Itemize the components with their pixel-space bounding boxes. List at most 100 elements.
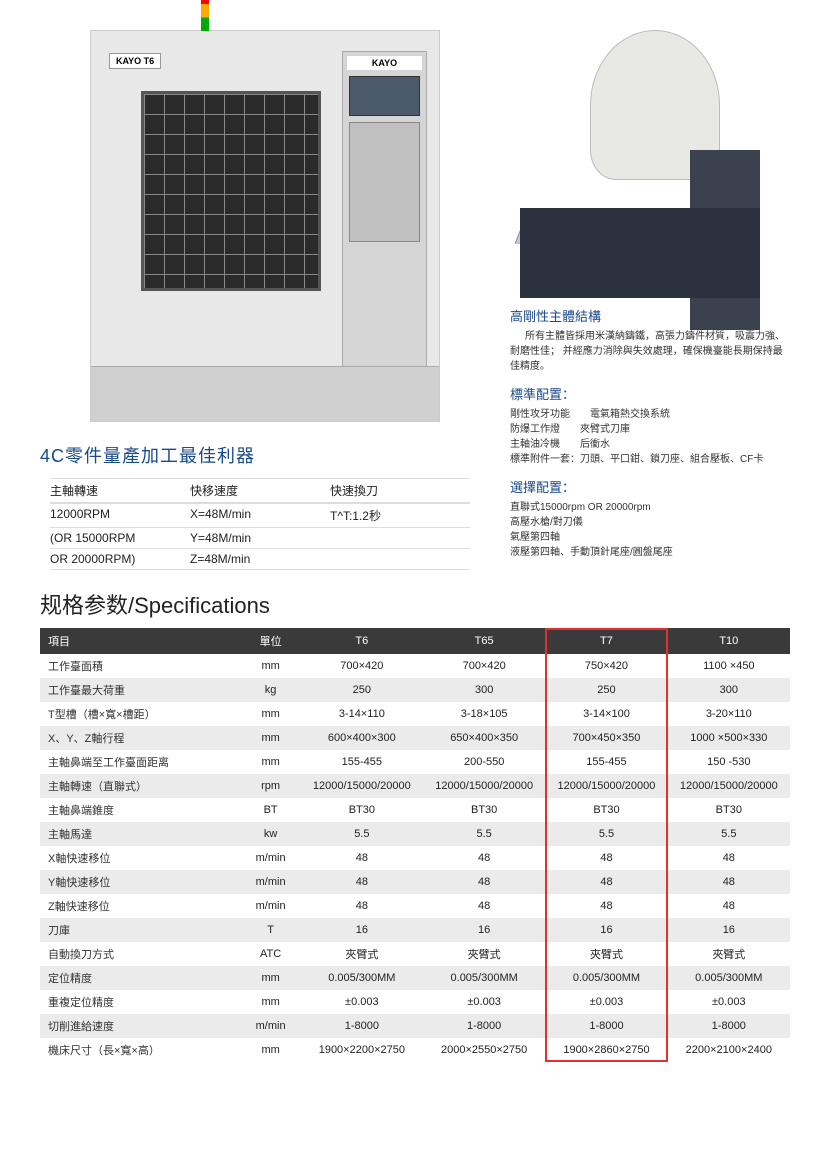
table-cell: 0.005/300MM xyxy=(545,966,667,990)
table-cell: 300 xyxy=(423,678,545,702)
table-row: 主軸轉速（直聯式）rpm12000/15000/2000012000/15000… xyxy=(40,774,790,798)
table-cell: kw xyxy=(241,822,301,846)
quick-specs-row: OR 20000RPM)Z=48M/min xyxy=(50,549,470,570)
table-cell: 300 xyxy=(668,678,790,702)
table-cell: 16 xyxy=(301,918,423,942)
table-row: Y軸快速移位m/min48484848 xyxy=(40,870,790,894)
description-line: 液壓第四軸、手動頂針尾座/圓盤尾座 xyxy=(510,545,790,560)
quick-specs-cell: Y=48M/min xyxy=(190,531,330,545)
table-cell: 12000/15000/20000 xyxy=(423,774,545,798)
table-cell: mm xyxy=(241,750,301,774)
product-title: 4C零件量產加工最佳利器 xyxy=(40,442,470,468)
description-line: 高壓水槍/對刀儀 xyxy=(510,515,790,530)
table-row: 刀庫T16161616 xyxy=(40,918,790,942)
table-cell: mm xyxy=(241,702,301,726)
table-cell: 200-550 xyxy=(423,750,545,774)
left-column: KAYO T6 KAYO 4C零件量產加工最佳利器 主軸轉速 快移速度 快速換刀… xyxy=(40,30,470,570)
table-cell: 定位精度 xyxy=(40,966,241,990)
right-column: 高剛性主體結構所有主體皆採用米漢納鑄鐵，高張力鑄件材質，吸震力強、耐磨性佳； 并… xyxy=(510,30,790,570)
table-cell: 48 xyxy=(668,846,790,870)
quick-specs-cell: X=48M/min xyxy=(190,507,330,524)
table-cell: 48 xyxy=(668,894,790,918)
table-cell: 650×400×350 xyxy=(423,726,545,750)
quick-specs-row: (OR 15000RPMY=48M/min xyxy=(50,528,470,549)
table-cell: m/min xyxy=(241,870,301,894)
table-cell: 155-455 xyxy=(545,750,667,774)
table-row: X軸快速移位m/min48484848 xyxy=(40,846,790,870)
table-cell: 48 xyxy=(301,870,423,894)
table-row: 切削進給速度m/min1-80001-80001-80001-8000 xyxy=(40,1014,790,1038)
table-cell: 3-18×105 xyxy=(423,702,545,726)
table-cell: kg xyxy=(241,678,301,702)
description-line: 剛性攻牙功能 電氣箱熱交換系統 xyxy=(510,407,790,422)
door-window xyxy=(141,91,321,291)
control-buttons xyxy=(349,122,420,242)
table-cell: 600×400×300 xyxy=(301,726,423,750)
machine-open-image xyxy=(510,30,780,298)
table-cell: 工作臺最大荷重 xyxy=(40,678,241,702)
table-cell: 12000/15000/20000 xyxy=(301,774,423,798)
description-block: 選擇配置：直聯式15000rpm OR 20000rpm高壓水槍/對刀儀氣壓第四… xyxy=(510,477,790,560)
table-cell: 1000 ×500×330 xyxy=(668,726,790,750)
description-line: 防爆工作燈 夾臂式刀庫 xyxy=(510,422,790,437)
table-cell: 5.5 xyxy=(423,822,545,846)
table-cell: 1-8000 xyxy=(423,1014,545,1038)
specifications-heading: 规格参数/Specifications xyxy=(40,588,790,620)
table-row: 自動換刀方式ATC夾臂式夾臂式夾臂式夾臂式 xyxy=(40,942,790,966)
quick-specs-cell: T^T:1.2秒 xyxy=(330,507,470,524)
table-cell: 12000/15000/20000 xyxy=(545,774,667,798)
table-cell: 主軸馬達 xyxy=(40,822,241,846)
table-cell: 48 xyxy=(545,894,667,918)
table-row: 重複定位精度mm±0.003±0.003±0.003±0.003 xyxy=(40,990,790,1014)
table-cell: 16 xyxy=(423,918,545,942)
table-cell: 1900×2200×2750 xyxy=(301,1038,423,1062)
machine-enclosed-image: KAYO T6 KAYO xyxy=(90,30,440,422)
table-row: Z軸快速移位m/min48484848 xyxy=(40,894,790,918)
table-row: T型槽（槽×寬×槽距）mm3-14×1103-18×1053-14×1003-2… xyxy=(40,702,790,726)
table-cell: 切削進給速度 xyxy=(40,1014,241,1038)
table-cell: 0.005/300MM xyxy=(301,966,423,990)
table-row: X、Y、Z軸行程mm600×400×300650×400×350700×450×… xyxy=(40,726,790,750)
machine-model-label: KAYO T6 xyxy=(109,53,161,69)
control-panel: KAYO xyxy=(342,51,427,391)
table-cell: 2000×2550×2750 xyxy=(423,1038,545,1062)
table-cell: BT30 xyxy=(301,798,423,822)
table-cell: ±0.003 xyxy=(301,990,423,1014)
description-line: 直聯式15000rpm OR 20000rpm xyxy=(510,500,790,515)
table-cell: mm xyxy=(241,966,301,990)
table-cell: BT30 xyxy=(423,798,545,822)
open-base xyxy=(520,208,760,298)
table-cell: m/min xyxy=(241,1014,301,1038)
table-row: 定位精度mm0.005/300MM0.005/300MM0.005/300MM0… xyxy=(40,966,790,990)
table-cell: 48 xyxy=(423,870,545,894)
quick-specs-cell: OR 20000RPM) xyxy=(50,552,190,566)
table-cell: 夾臂式 xyxy=(423,942,545,966)
qs-h0: 主軸轉速 xyxy=(50,482,190,499)
table-cell: rpm xyxy=(241,774,301,798)
table-cell: 夾臂式 xyxy=(545,942,667,966)
table-cell: 5.5 xyxy=(668,822,790,846)
table-cell: 5.5 xyxy=(545,822,667,846)
table-cell: 3-14×100 xyxy=(545,702,667,726)
description-line: 主軸油冷機 后衝水 xyxy=(510,437,790,452)
table-cell: 700×420 xyxy=(301,654,423,678)
table-cell: 250 xyxy=(301,678,423,702)
table-header-cell: 項目 xyxy=(40,628,241,654)
table-cell: 48 xyxy=(668,870,790,894)
table-row: 主軸鼻端至工作臺面距离mm155-455200-550155-455150 -5… xyxy=(40,750,790,774)
table-cell: 1-8000 xyxy=(668,1014,790,1038)
table-cell: mm xyxy=(241,990,301,1014)
table-cell: 155-455 xyxy=(301,750,423,774)
quick-specs-cell: Z=48M/min xyxy=(190,552,330,566)
table-cell: mm xyxy=(241,1038,301,1062)
kayo-brand-label: KAYO xyxy=(347,56,422,70)
table-header-cell: T6 xyxy=(301,628,423,654)
table-row: 主軸馬達kw5.55.55.55.5 xyxy=(40,822,790,846)
table-cell: m/min xyxy=(241,846,301,870)
table-cell: 1-8000 xyxy=(545,1014,667,1038)
table-cell: 工作臺面積 xyxy=(40,654,241,678)
machine-base xyxy=(91,366,439,421)
description-line: 標準附件一套：刀頭、平口鉗、鎖刀座、組合壓板、CF卡 xyxy=(510,452,790,467)
table-cell: 12000/15000/20000 xyxy=(668,774,790,798)
table-row: 主軸鼻端錐度BTBT30BT30BT30BT30 xyxy=(40,798,790,822)
